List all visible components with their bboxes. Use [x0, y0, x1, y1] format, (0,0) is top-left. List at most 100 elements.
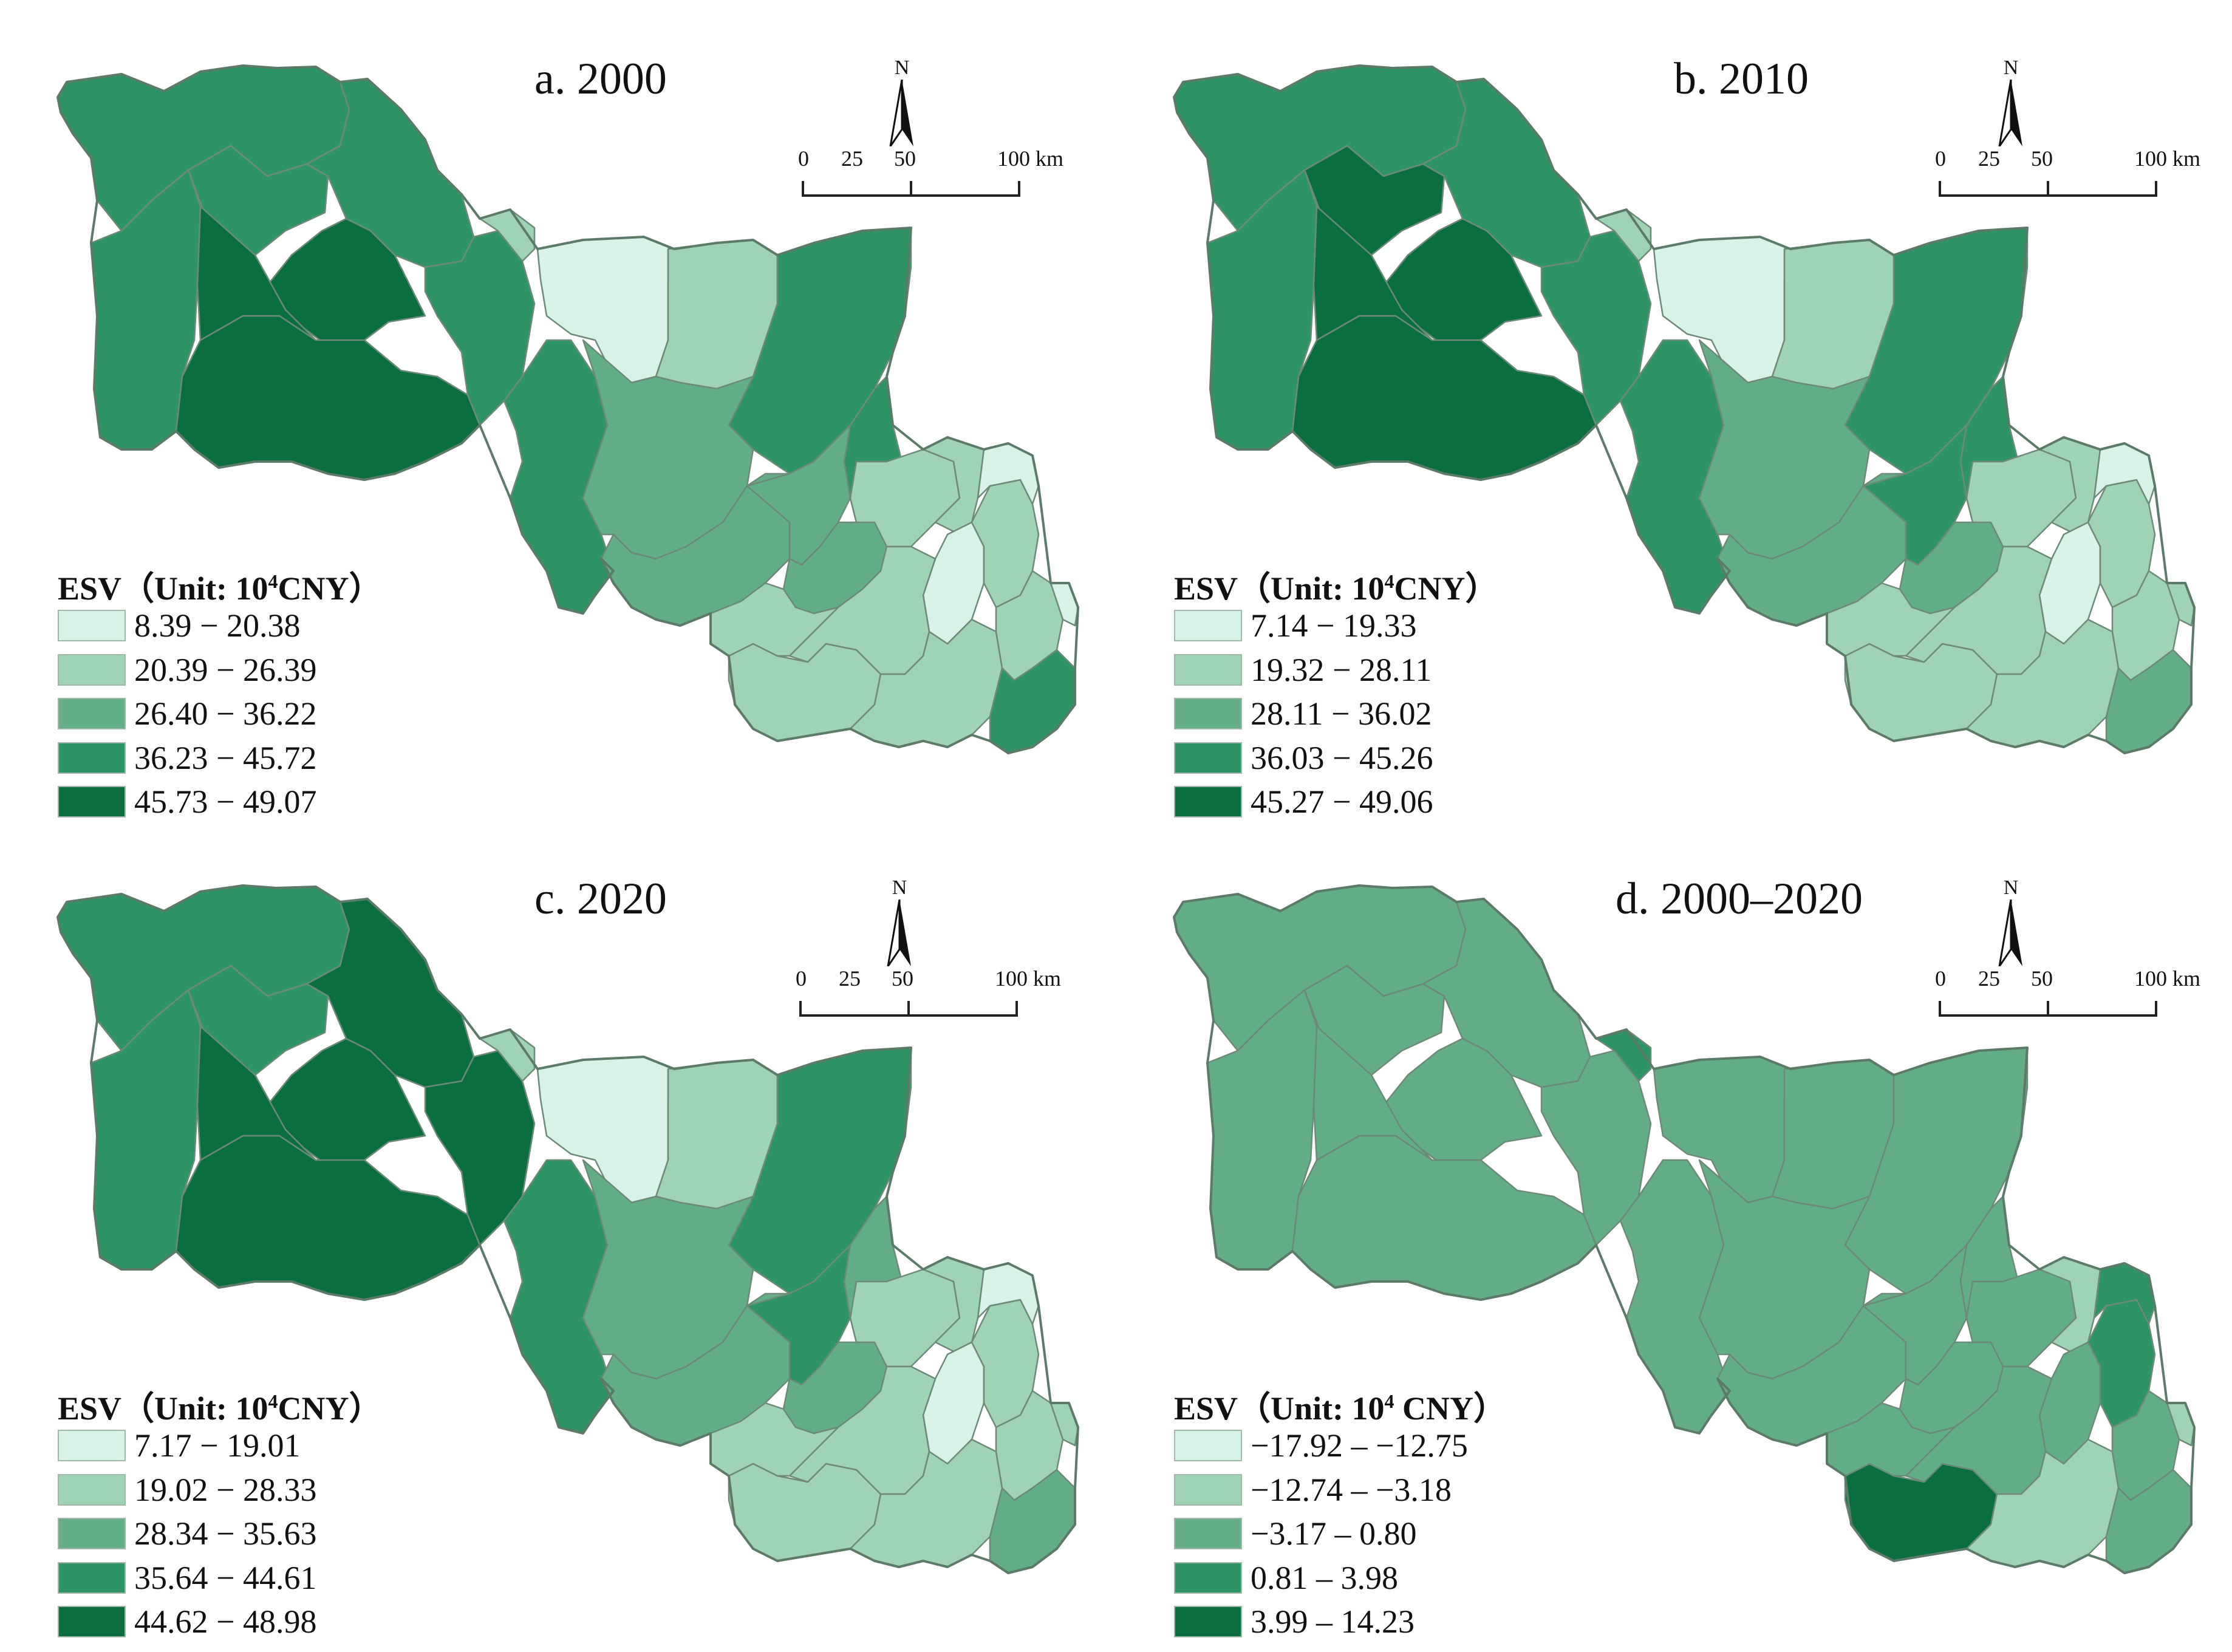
legend-swatch [58, 1606, 126, 1638]
esv-map-c [56, 884, 1079, 1574]
legend-range-label: 44.62 − 48.98 [134, 1603, 317, 1640]
legend-swatch [1174, 610, 1242, 642]
legend-swatch [1174, 786, 1242, 818]
county-region-6 [1312, 205, 1433, 341]
legend-item-3: 28.11 − 36.02 [1174, 692, 1498, 736]
legend-swatch [58, 1430, 126, 1462]
scale-bar-graphic [1939, 181, 2157, 197]
legend-item-4: 0.81 – 3.98 [1174, 1556, 1506, 1600]
scale-label-25: 25 [839, 966, 861, 991]
study-area-outline [56, 64, 1079, 754]
north-label: N [2003, 876, 2019, 899]
legend-item-5: 44.62 − 48.98 [58, 1600, 382, 1644]
county-region-17 [1862, 424, 1968, 566]
legend-swatch [58, 654, 126, 686]
county-region-17 [1862, 1244, 1968, 1386]
legend-item-5: 45.27 − 49.06 [1174, 780, 1498, 824]
legend-item-3: −3.17 – 0.80 [1174, 1512, 1506, 1556]
scale-label-25: 25 [1978, 146, 2000, 171]
county-region-6 [196, 1025, 317, 1161]
scale-label-100: 100 km [995, 966, 1062, 991]
legend-range-label: 26.40 − 36.22 [134, 695, 317, 732]
esv-map-b [1173, 64, 2196, 754]
legend-title: ESV（Unit: 104CNY） [58, 1390, 382, 1427]
study-area-outline [1173, 884, 2196, 1574]
legend-range-label: −12.74 – −3.18 [1251, 1471, 1452, 1508]
north-label: N [894, 56, 910, 79]
legend-range-label: 20.39 − 26.39 [134, 651, 317, 688]
legend-item-3: 26.40 − 36.22 [58, 692, 382, 736]
north-arrow-icon [1998, 899, 2022, 966]
legend-swatch [1174, 698, 1242, 730]
county-region-30 [1826, 1402, 1956, 1477]
legend-range-label: 19.32 − 28.11 [1251, 651, 1432, 688]
scale-label-25: 25 [1978, 966, 2000, 991]
north-label: N [892, 876, 907, 899]
legend-swatch [58, 1518, 126, 1550]
scale-label-50: 50 [2031, 966, 2053, 991]
legend-item-2: −12.74 – −3.18 [1174, 1468, 1506, 1512]
county-region-30 [1826, 582, 1956, 657]
panel-title: a. 2000 [534, 54, 667, 104]
scale-label-50: 50 [2031, 146, 2053, 171]
legend-item-1: 7.14 − 19.33 [1174, 604, 1498, 648]
north-arrow: N [875, 58, 929, 155]
legend-range-label: 8.39 − 20.38 [134, 607, 301, 644]
panel-title: c. 2020 [534, 874, 667, 924]
legend-range-label: 35.64 − 44.61 [134, 1559, 317, 1596]
legend-swatch [1174, 654, 1242, 686]
scale-bar: 0 25 50 100 km [1927, 966, 2232, 1020]
scale-label-25: 25 [841, 146, 863, 171]
legend-swatch [58, 610, 126, 642]
legend-item-4: 36.23 − 45.72 [58, 736, 382, 780]
legend-range-label: −17.92 – −12.75 [1251, 1427, 1468, 1464]
legend-swatch [58, 786, 126, 818]
map-panel-b: b. 2010 N 0 25 50 100 km ESV（Unit: 104CN… [1116, 0, 2232, 826]
legend-swatch [1174, 1473, 1242, 1506]
scale-label-100: 100 km [997, 146, 1064, 171]
map-panel-a: a. 2000 N 0 25 50 100 km ESV（Unit: 104CN… [0, 0, 1116, 826]
legend-range-label: 7.17 − 19.01 [134, 1427, 301, 1464]
legend: ESV（Unit: 104 CNY） −17.92 – −12.75 −12.7… [1174, 1379, 1506, 1644]
legend-swatch [1174, 1518, 1242, 1550]
scale-bar-graphic [1939, 1001, 2157, 1017]
north-arrow: N [1984, 58, 2038, 155]
legend-range-label: 36.03 − 45.26 [1251, 739, 1433, 776]
legend-item-2: 19.02 − 28.33 [58, 1468, 382, 1512]
legend-range-label: 3.99 – 14.23 [1251, 1603, 1415, 1640]
legend-item-4: 35.64 − 44.61 [58, 1556, 382, 1600]
study-area-outline [56, 884, 1079, 1574]
legend-item-1: 8.39 − 20.38 [58, 604, 382, 648]
legend-swatch [1174, 1562, 1242, 1594]
map-panel-c: c. 2020 N 0 25 50 100 km ESV（Unit: 104CN… [0, 820, 1116, 1646]
legend: ESV（Unit: 104CNY） 7.14 − 19.33 19.32 − 2… [1174, 559, 1498, 824]
legend: ESV（Unit: 104CNY） 8.39 − 20.38 20.39 − 2… [58, 559, 382, 824]
legend-swatch [1174, 1430, 1242, 1462]
legend-title: ESV（Unit: 104CNY） [1174, 570, 1498, 607]
scale-label-50: 50 [894, 146, 916, 171]
scale-bar: 0 25 50 100 km [787, 966, 1127, 1020]
legend-swatch [58, 698, 126, 730]
legend-swatch [58, 742, 126, 774]
legend-range-label: 0.81 – 3.98 [1251, 1559, 1398, 1596]
scale-bar-graphic [799, 1001, 1018, 1017]
legend-title: ESV（Unit: 104 CNY） [1174, 1390, 1507, 1427]
legend-range-label: 45.27 − 49.06 [1251, 783, 1433, 821]
north-label: N [2003, 56, 2019, 79]
county-region-17 [746, 1244, 852, 1386]
esv-change-map-d [1173, 884, 2196, 1574]
scale-bar-graphic [802, 181, 1020, 197]
north-arrow-icon [1998, 80, 2022, 146]
legend-item-5: 3.99 – 14.23 [1174, 1600, 1506, 1644]
scale-bar: 0 25 50 100 km [790, 146, 1130, 200]
study-area-outline [1173, 64, 2196, 754]
legend-range-label: 36.23 − 45.72 [134, 739, 317, 776]
scale-label-100: 100 km [2134, 146, 2201, 171]
legend-range-label: −3.17 – 0.80 [1251, 1515, 1417, 1552]
legend-swatch [58, 1473, 126, 1506]
legend-item-1: 7.17 − 19.01 [58, 1424, 382, 1468]
scale-bar: 0 25 50 100 km [1927, 146, 2232, 200]
legend-item-2: 19.32 − 28.11 [1174, 648, 1498, 692]
scale-label-50: 50 [892, 966, 913, 991]
county-region-30 [709, 582, 839, 657]
